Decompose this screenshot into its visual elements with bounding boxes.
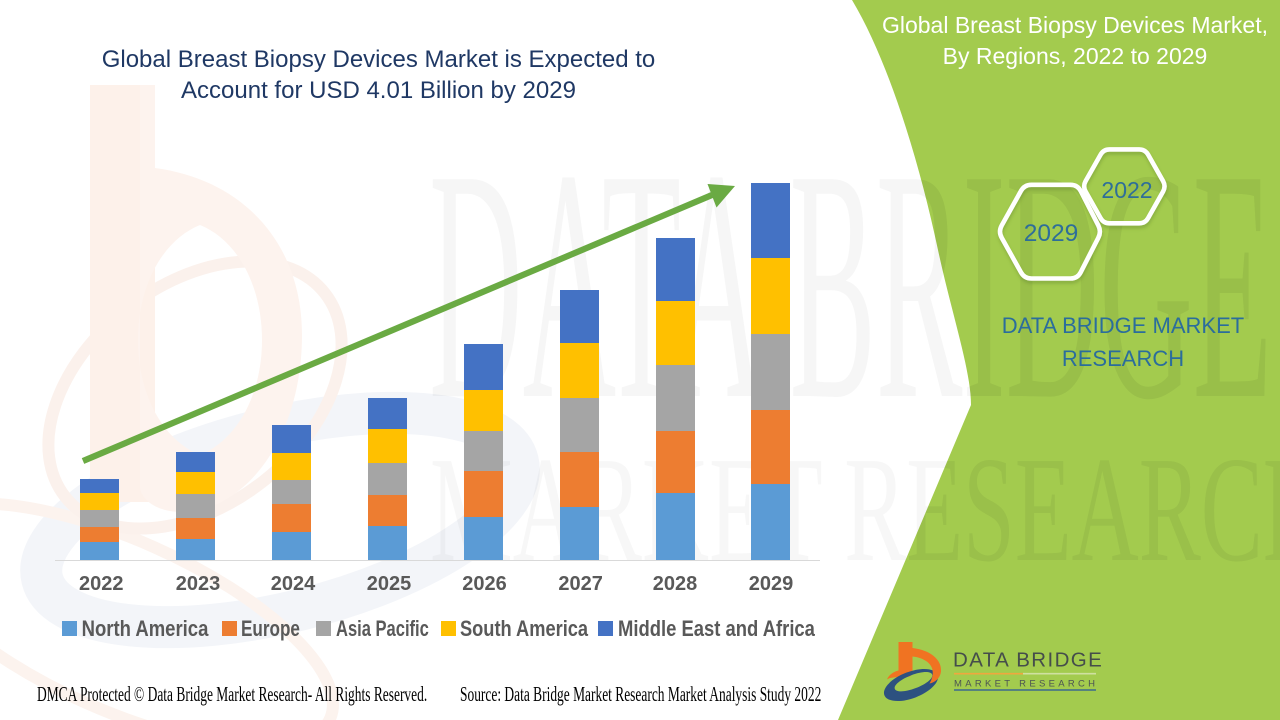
svg-text:MARKET RESEARCH: MARKET RESEARCH [954, 679, 1098, 690]
svg-text:DATA BRIDGE: DATA BRIDGE [953, 649, 1103, 672]
